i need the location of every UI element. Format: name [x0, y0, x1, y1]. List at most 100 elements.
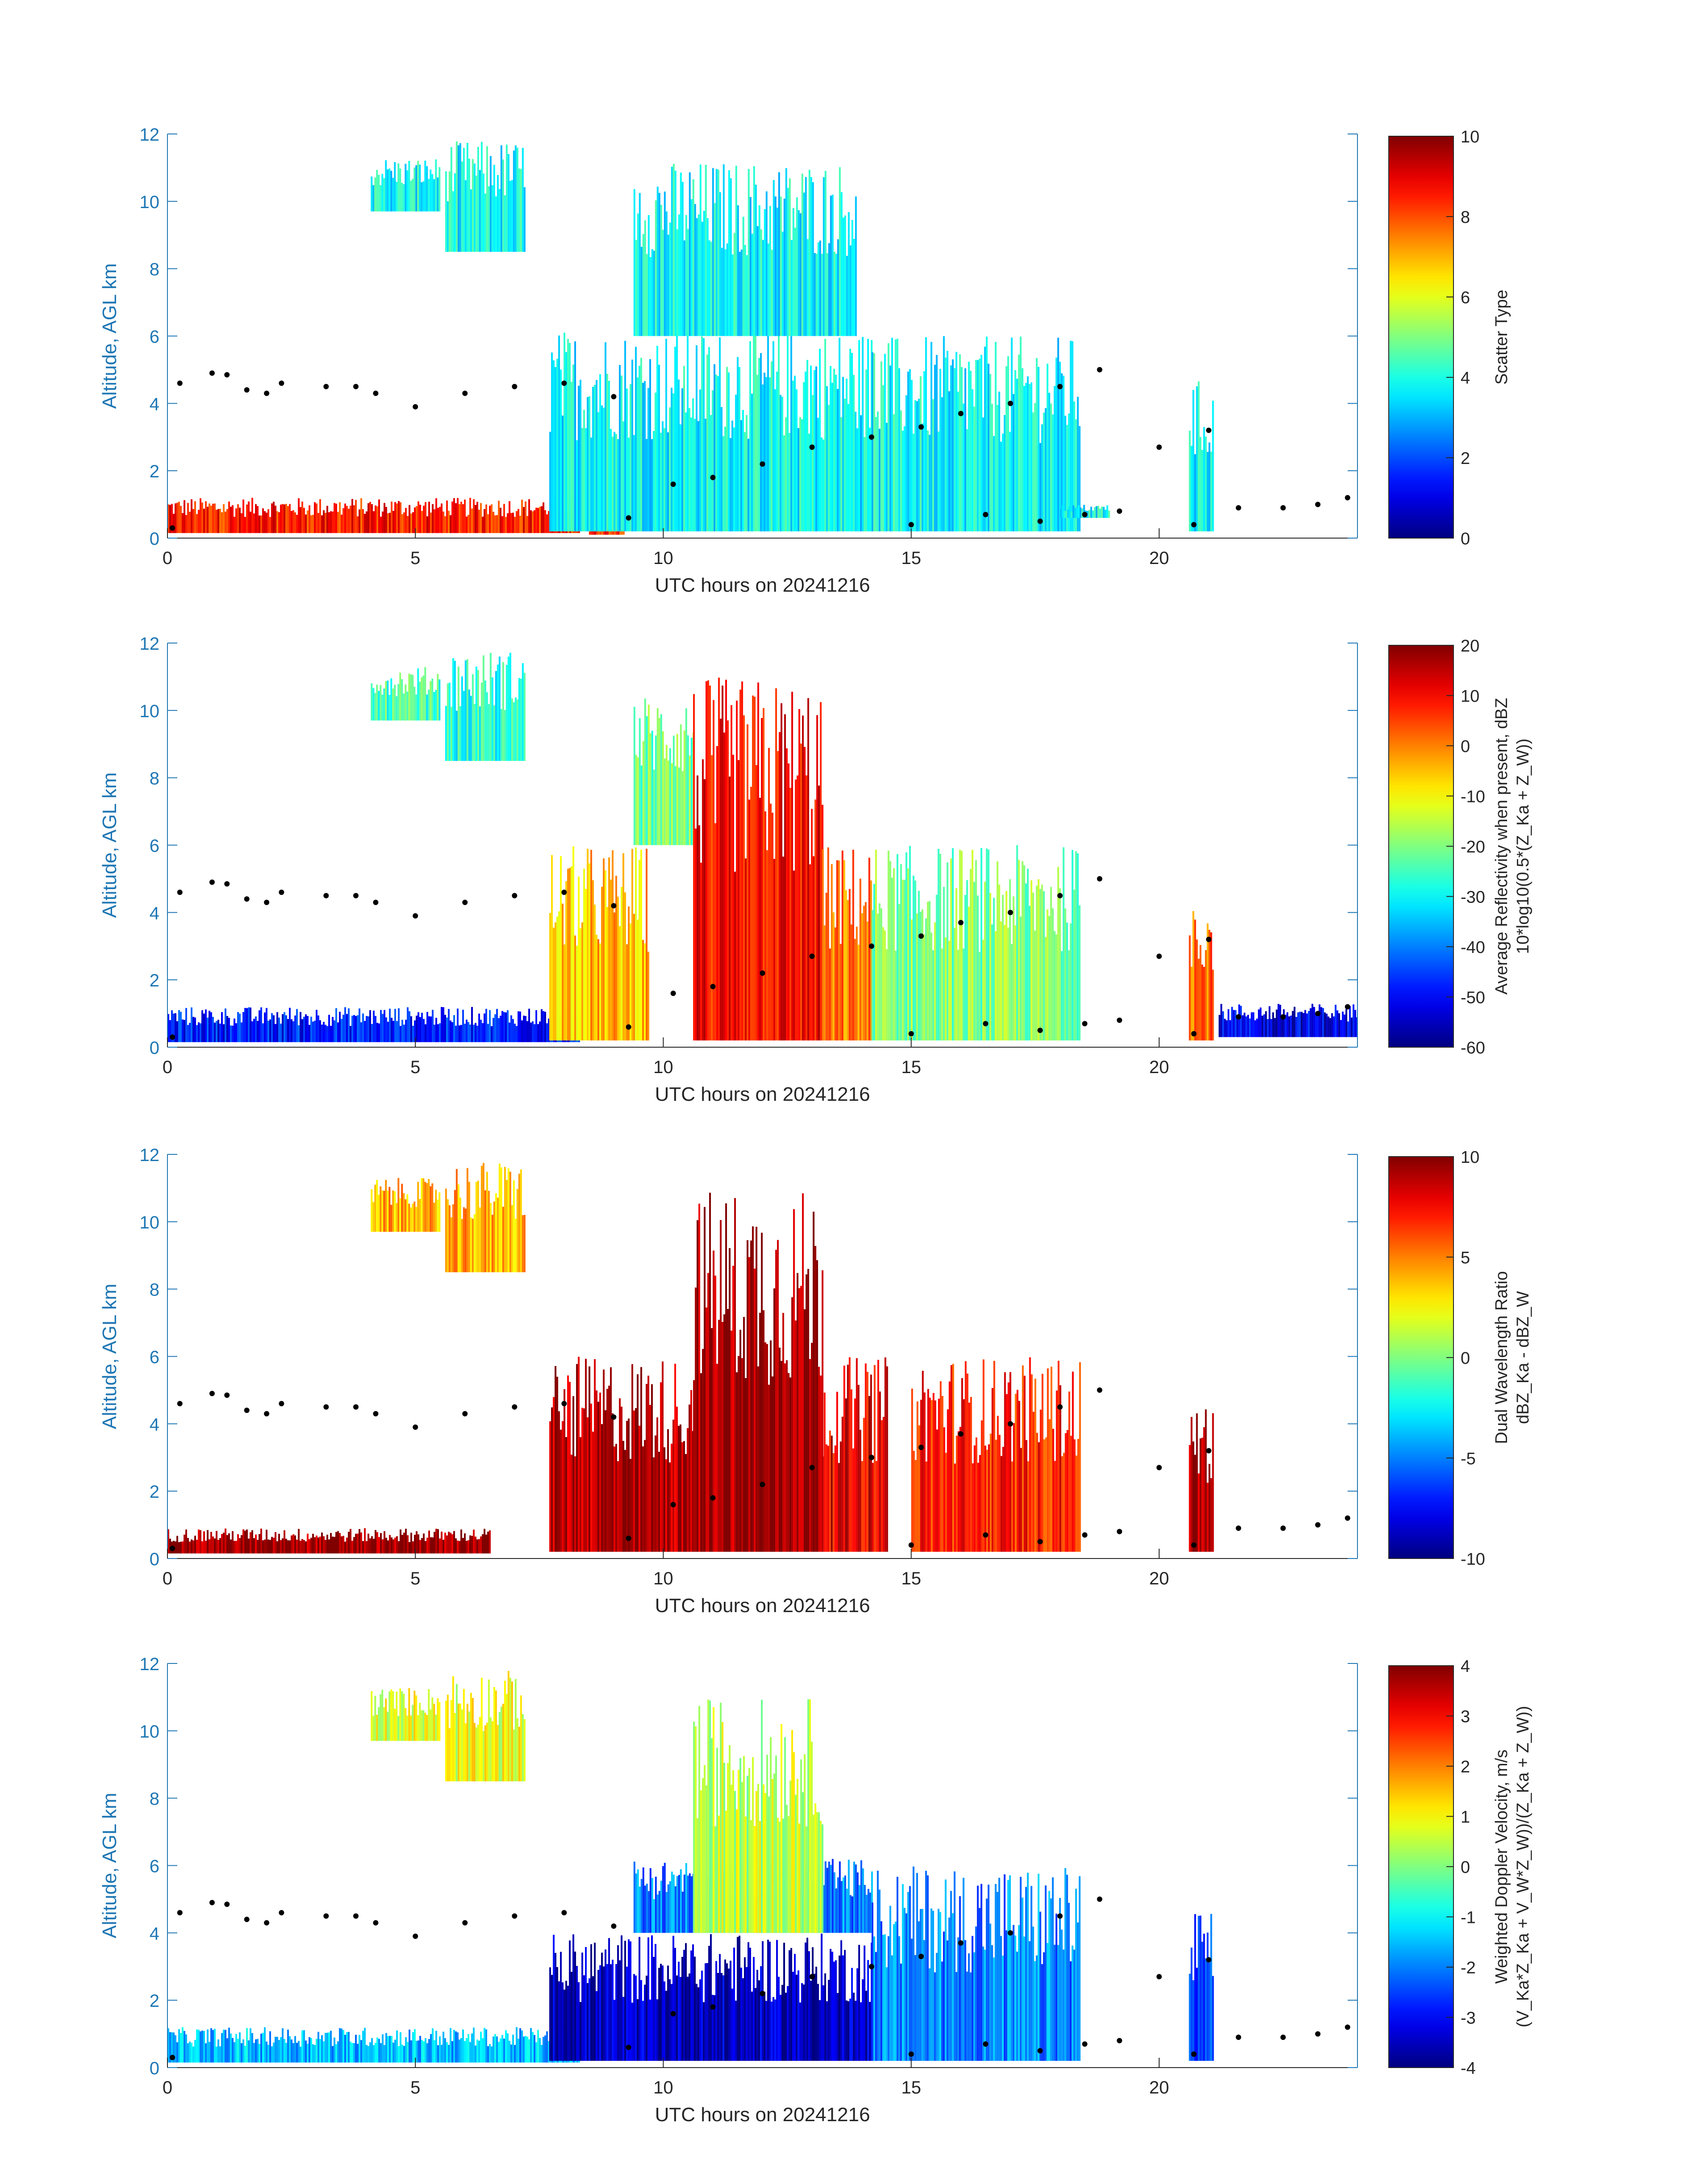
heat-streak	[655, 200, 657, 336]
heat-streak	[667, 234, 669, 336]
heat-streak	[950, 858, 952, 1040]
heat-streak	[455, 2031, 457, 2063]
heat-streak	[289, 504, 291, 533]
heat-streak	[414, 507, 416, 533]
heat-streak	[448, 1205, 451, 1272]
heat-streak	[1020, 1448, 1022, 1552]
data-point	[170, 2055, 175, 2060]
heat-streak	[565, 1437, 568, 1552]
heat-streak	[393, 1020, 394, 1042]
heat-streak	[966, 880, 968, 1040]
heat-streak	[733, 233, 735, 336]
heat-streak	[714, 1826, 717, 1933]
heat-streak	[1078, 905, 1081, 1040]
heat-streak	[1052, 414, 1054, 531]
data-point	[561, 890, 567, 895]
heat-streak	[748, 1257, 751, 1552]
heat-streak	[450, 1217, 452, 1272]
heat-streak	[373, 1538, 375, 1554]
heat-streak	[477, 670, 479, 761]
heat-streak	[900, 864, 902, 1040]
heat-streak	[795, 779, 797, 1040]
heat-streak	[543, 2037, 544, 2063]
heat-streak	[996, 1892, 998, 2061]
heat-streak	[720, 1702, 722, 1933]
heat-streak	[857, 1385, 860, 1552]
heat-streak	[209, 503, 210, 533]
heat-streak	[962, 403, 965, 531]
heat-streak	[752, 1757, 754, 1933]
heat-streak	[205, 501, 207, 533]
heat-streak	[798, 428, 800, 531]
heat-streak	[1207, 1483, 1209, 1552]
heat-streak	[412, 179, 414, 212]
heat-streak	[507, 1671, 509, 1781]
heat-streak	[372, 185, 375, 212]
heat-streak	[705, 165, 707, 336]
heat-streak	[403, 184, 405, 212]
heat-streak	[996, 861, 998, 1040]
heat-streak	[1050, 403, 1052, 531]
heat-streak	[844, 399, 846, 531]
heat-streak	[597, 939, 600, 1040]
heat-streak	[503, 2039, 505, 2063]
heat-streak	[750, 1820, 752, 1933]
heat-streak	[457, 1703, 459, 1781]
heat-streak	[956, 1435, 958, 1552]
heat-streak	[922, 1371, 924, 1552]
heat-streak	[707, 1699, 710, 1933]
heat-streak	[198, 1529, 200, 1554]
heat-streak	[878, 1889, 881, 2061]
heat-streak	[394, 162, 396, 212]
data-point	[983, 2041, 989, 2047]
heat-streak	[453, 1015, 455, 1042]
heat-streak	[848, 1357, 851, 1552]
heat-streak	[783, 1943, 785, 2061]
heat-streak	[500, 1706, 502, 1781]
heat-streak	[580, 2002, 582, 2061]
heat-streak	[671, 167, 673, 336]
heat-streak	[407, 516, 409, 533]
heat-streak	[807, 698, 810, 1040]
heat-streak	[316, 1535, 317, 1554]
heat-streak	[994, 931, 997, 1040]
heat-streak	[196, 1539, 198, 1554]
heat-streak	[665, 211, 668, 336]
heat-streak	[594, 1943, 596, 2061]
heat-streak	[977, 1462, 979, 1552]
heat-streak	[549, 913, 551, 1040]
heat-streak	[757, 682, 760, 1040]
heat-region	[167, 1007, 580, 1042]
heat-streak	[480, 2031, 482, 2063]
heat-streak	[909, 1886, 911, 2061]
heat-streak	[982, 1946, 984, 2061]
heat-streak	[811, 809, 813, 1040]
heat-streak	[1014, 1935, 1016, 2061]
heat-streak	[376, 1532, 378, 1554]
heat-streak	[995, 1440, 997, 1552]
heat-streak	[207, 506, 209, 533]
heat-streak	[631, 1364, 634, 1552]
heat-streak	[457, 498, 459, 533]
heat-streak	[334, 1537, 335, 1554]
y-axis-label: Altitude, AGL km	[99, 1283, 121, 1429]
heat-streak	[813, 1212, 815, 1552]
heat-streak	[662, 1965, 664, 2061]
data-point	[170, 1546, 175, 1551]
heat-streak	[957, 1937, 959, 2061]
heat-streak	[217, 1020, 219, 1042]
heat-streak	[1201, 1437, 1203, 1552]
heat-streak	[578, 876, 580, 1040]
heat-streak	[781, 703, 783, 1040]
heat-streak	[394, 502, 396, 533]
heat-streak	[511, 180, 513, 252]
heat-streak	[1065, 1433, 1067, 1552]
x-axis-label: UTC hours on 20241216	[655, 1083, 870, 1105]
heat-streak	[501, 1011, 503, 1042]
heat-streak	[469, 2042, 471, 2063]
data-point	[670, 2011, 676, 2017]
data-point	[908, 522, 914, 527]
heat-streak	[385, 1180, 387, 1232]
heat-streak	[651, 1935, 653, 2061]
heat-streak	[330, 2031, 332, 2063]
